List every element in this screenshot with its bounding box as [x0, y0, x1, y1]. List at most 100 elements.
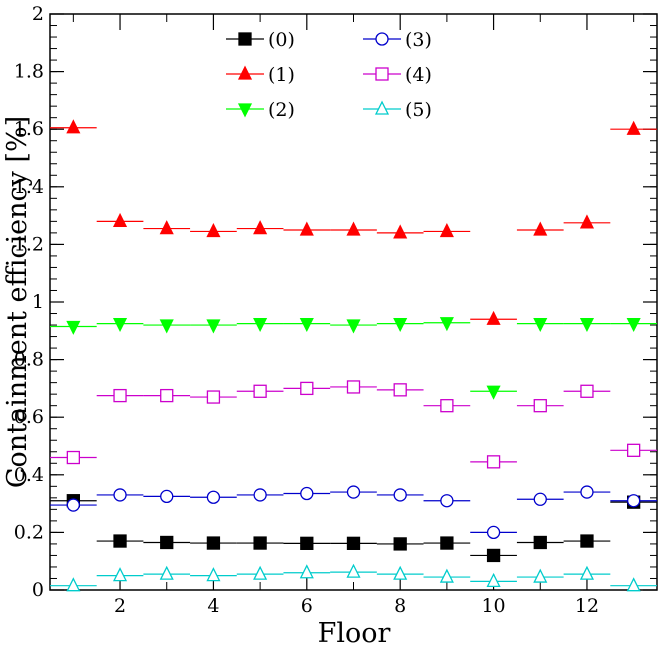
- data-point: [440, 494, 454, 508]
- data-point: [300, 486, 314, 501]
- legend-label: (2): [268, 99, 295, 121]
- data-point: [113, 534, 127, 548]
- y-axis: 0 0.2 0.4 0.6 0.8 1 1.2 1.4 1.6 1.8 2: [14, 3, 657, 601]
- data-point: [113, 488, 127, 502]
- data-point: [346, 319, 361, 334]
- legend-item: (5): [363, 99, 432, 121]
- y-tick-label: 1: [32, 291, 44, 313]
- data-point: [66, 119, 81, 134]
- data-point: [159, 565, 174, 580]
- legend-marker: [238, 32, 252, 46]
- data-point: [533, 568, 548, 583]
- data-point: [393, 317, 408, 333]
- data-point: [66, 577, 81, 592]
- data-point: [579, 565, 595, 580]
- data-point: [486, 572, 501, 588]
- series-2: [50, 317, 657, 400]
- data-point: [486, 455, 501, 469]
- y-tick-label: 0: [32, 579, 44, 601]
- x-tick-label: 2: [114, 595, 126, 617]
- legend-item: (1): [226, 64, 295, 86]
- y-tick-label: 1.2: [14, 233, 44, 255]
- legend-marker: [237, 103, 253, 118]
- data-point: [300, 381, 314, 396]
- legend-marker: [375, 32, 389, 46]
- data-point: [253, 536, 267, 550]
- data-point: [580, 534, 594, 548]
- legend-item: (0): [226, 29, 295, 51]
- data-point: [439, 317, 454, 332]
- data-point: [299, 221, 314, 236]
- data-point: [66, 498, 80, 512]
- data-point: [159, 319, 174, 334]
- x-axis: 2 4 6 8 10 12: [72, 14, 635, 617]
- data-point: [206, 536, 221, 550]
- legend-item: (2): [226, 99, 295, 121]
- data-point: [253, 220, 268, 235]
- data-point: [393, 565, 408, 580]
- data-point: [160, 535, 174, 550]
- data-point: [626, 120, 641, 135]
- data-point: [253, 384, 267, 398]
- data-point: [206, 490, 221, 504]
- data-point: [206, 222, 221, 238]
- y-tick-label: 1.8: [14, 61, 44, 83]
- series-1: [50, 119, 657, 325]
- y-axis-title: Containment efficiency [%]: [2, 116, 33, 488]
- series-layer: [50, 119, 657, 592]
- legend-item: (4): [363, 64, 432, 86]
- data-point: [533, 399, 547, 413]
- data-point: [66, 450, 80, 465]
- y-tick-label: 0.4: [14, 464, 44, 486]
- legend-label: (0): [268, 29, 295, 51]
- data-point: [533, 317, 548, 333]
- series-4: [50, 380, 657, 469]
- data-point: [160, 388, 174, 403]
- y-tick-label: 0.8: [14, 349, 44, 371]
- data-point: [346, 485, 361, 499]
- data-point: [299, 564, 314, 579]
- data-point: [626, 317, 641, 333]
- data-point: [160, 489, 174, 504]
- x-axis-title: Floor: [318, 618, 391, 649]
- data-point: [253, 317, 268, 333]
- data-point: [299, 317, 314, 333]
- data-point: [533, 535, 547, 550]
- series-3: [50, 485, 657, 540]
- data-point: [300, 536, 314, 550]
- series-0: [50, 494, 657, 563]
- series-5: [50, 563, 657, 592]
- legend-marker: [375, 67, 389, 81]
- data-point: [580, 485, 594, 499]
- data-point: [486, 310, 501, 325]
- y-tick-label: 1.4: [14, 176, 44, 198]
- data-point: [486, 525, 501, 540]
- data-point: [66, 320, 81, 335]
- x-tick-label: 12: [575, 595, 599, 617]
- data-point: [206, 567, 221, 582]
- data-point: [253, 565, 268, 580]
- data-point: [346, 380, 361, 394]
- data-point: [206, 390, 221, 404]
- x-tick-label: 10: [481, 595, 505, 617]
- data-point: [112, 567, 128, 582]
- data-point: [579, 317, 595, 333]
- legend-label: (5): [405, 99, 432, 121]
- data-point: [533, 492, 547, 506]
- legend-label: (4): [405, 64, 432, 86]
- data-point: [439, 222, 454, 238]
- legend-marker: [237, 65, 253, 80]
- x-tick-label: 6: [301, 595, 313, 617]
- legend: (0) (1) (2) (3) (4) (5): [226, 29, 432, 121]
- x-tick-label: 8: [394, 595, 406, 617]
- data-point: [533, 221, 548, 236]
- data-point: [112, 317, 128, 333]
- data-point: [113, 388, 127, 403]
- data-point: [346, 563, 361, 578]
- data-point: [112, 212, 128, 228]
- data-point: [486, 385, 501, 400]
- y-tick-label: 0.6: [14, 406, 44, 428]
- y-tick-label: 2: [32, 3, 44, 25]
- legend-label: (1): [268, 64, 295, 86]
- data-point: [579, 214, 595, 229]
